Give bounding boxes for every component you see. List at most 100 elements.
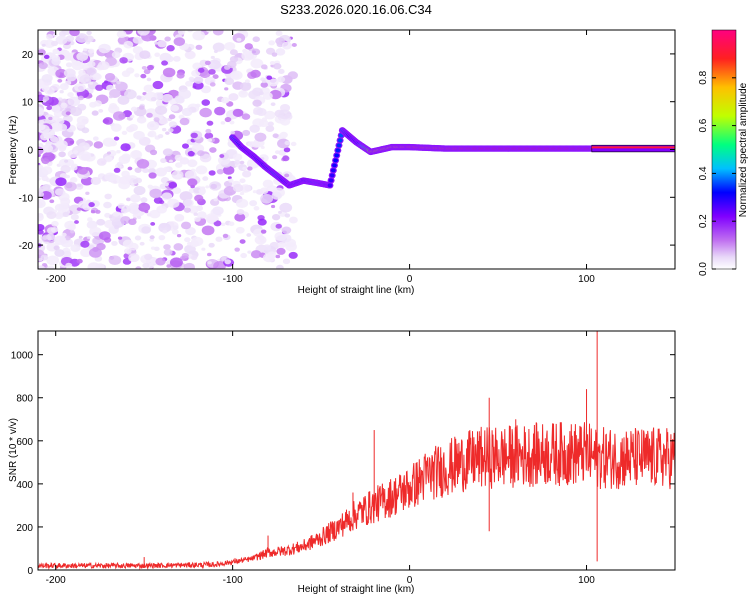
noise-blob xyxy=(179,117,190,126)
noise-blob xyxy=(271,213,281,221)
noise-blob xyxy=(206,252,212,257)
noise-blob xyxy=(59,90,64,94)
noise-blob xyxy=(65,174,70,179)
noise-blob xyxy=(65,111,71,116)
noise-blob xyxy=(128,218,137,226)
noise-blob xyxy=(232,153,243,161)
noise-blob xyxy=(87,48,95,54)
noise-blob xyxy=(200,85,212,94)
noise-blob xyxy=(242,166,247,171)
noise-blob xyxy=(112,211,120,217)
noise-blob xyxy=(192,30,206,41)
noise-blob xyxy=(224,259,232,265)
noise-blob xyxy=(254,132,267,142)
noise-blob xyxy=(242,129,251,136)
snr-plot xyxy=(38,331,675,570)
noise-blob xyxy=(244,50,250,55)
noise-blob xyxy=(109,174,122,185)
noise-blob xyxy=(169,257,183,268)
noise-blob xyxy=(291,43,297,48)
noise-blob xyxy=(124,89,137,100)
noise-blob xyxy=(103,201,112,209)
noise-blob xyxy=(224,87,229,91)
noise-blob xyxy=(288,251,298,259)
noise-blob xyxy=(70,244,81,252)
noise-blob xyxy=(41,43,46,47)
tone-band xyxy=(591,144,675,153)
noise-blob xyxy=(275,223,282,229)
track-mark xyxy=(329,173,335,178)
noise-blob xyxy=(166,264,172,268)
colorbar-tick-label: 0.4 xyxy=(698,166,709,180)
noise-blob xyxy=(132,213,139,218)
noise-blob xyxy=(161,127,167,132)
noise-blob xyxy=(176,233,182,238)
noise-blob xyxy=(282,155,290,162)
noise-blob xyxy=(183,262,195,269)
noise-blob xyxy=(111,51,121,59)
noise-blob xyxy=(146,77,152,82)
track-mark xyxy=(336,143,342,148)
noise-blob xyxy=(201,247,206,251)
noise-blob xyxy=(86,67,97,76)
noise-blob xyxy=(228,93,239,101)
noise-blob xyxy=(235,226,245,234)
noise-blob xyxy=(89,226,102,237)
noise-blob xyxy=(38,62,48,70)
y-tick-label: 200 xyxy=(16,523,33,534)
noise-blob xyxy=(194,216,201,222)
noise-blob xyxy=(90,177,102,185)
noise-blob xyxy=(128,253,140,263)
noise-blob xyxy=(47,265,55,269)
noise-blob xyxy=(140,197,148,203)
y-tick-label: 20 xyxy=(22,50,34,61)
noise-blob xyxy=(87,262,101,269)
spectrogram-y-axis: -20 -10 0 10 20 xyxy=(19,50,675,252)
noise-blob xyxy=(67,92,74,98)
noise-blob xyxy=(209,82,216,87)
noise-blob xyxy=(64,220,76,230)
noise-blob xyxy=(195,103,201,108)
noise-blob xyxy=(163,244,171,250)
noise-blob xyxy=(78,142,90,151)
noise-blob xyxy=(281,41,292,50)
noise-blob xyxy=(284,213,291,218)
noise-blob xyxy=(50,136,59,143)
noise-blob xyxy=(130,106,138,112)
noise-blob xyxy=(57,78,63,83)
noise-blob xyxy=(272,133,279,139)
noise-blob xyxy=(38,239,43,244)
noise-blob xyxy=(239,178,246,184)
noise-blob xyxy=(269,61,276,66)
noise-blob xyxy=(240,90,246,95)
noise-blob xyxy=(232,108,244,118)
noise-blob xyxy=(42,96,50,102)
noise-blob xyxy=(41,74,53,83)
noise-blob xyxy=(163,166,170,172)
noise-blob xyxy=(201,99,211,106)
noise-blob xyxy=(74,220,79,224)
noise-blob xyxy=(73,150,79,154)
noise-blob xyxy=(51,220,59,227)
noise-blob xyxy=(113,136,120,141)
noise-blob xyxy=(70,230,75,234)
noise-blob xyxy=(260,81,268,88)
noise-blob xyxy=(230,130,236,135)
noise-blob xyxy=(40,254,49,261)
noise-blob xyxy=(199,153,212,163)
noise-blob xyxy=(252,141,261,148)
track-mark xyxy=(330,168,336,173)
noise-blob xyxy=(279,117,291,126)
y-tick-label: 10 xyxy=(22,98,34,109)
noise-blob xyxy=(250,58,264,69)
noise-blob xyxy=(268,40,276,46)
noise-blob xyxy=(246,233,252,237)
noise-blob xyxy=(141,226,151,234)
noise-blob xyxy=(161,192,173,201)
noise-blob xyxy=(261,117,268,122)
noise-blob xyxy=(221,97,230,104)
noise-blob xyxy=(167,198,180,209)
noise-blob xyxy=(143,68,151,75)
noise-blob xyxy=(170,104,180,112)
